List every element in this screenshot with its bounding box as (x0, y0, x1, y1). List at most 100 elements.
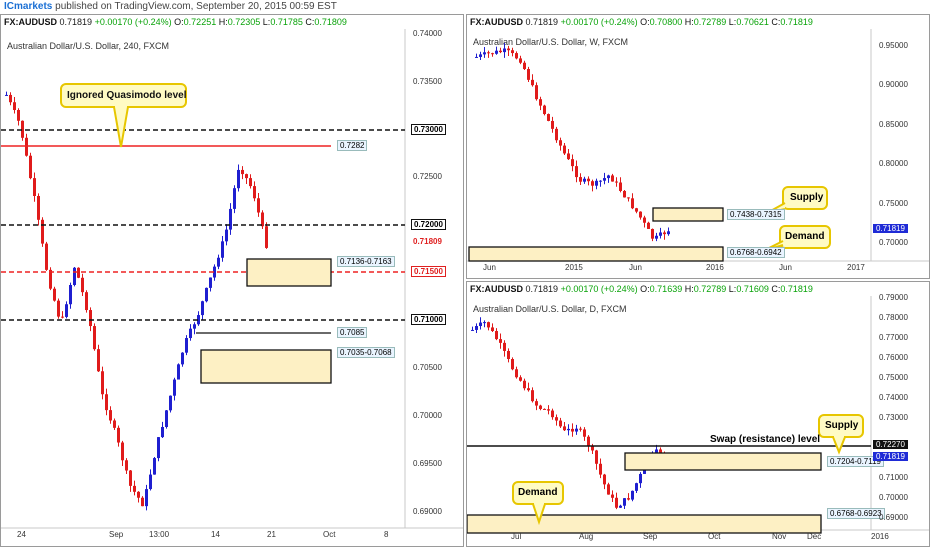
candle-body (201, 301, 204, 316)
price-tag-current: 0.71809 (411, 237, 444, 246)
supply-zone-label: 0.7204-0.7119 (827, 456, 885, 467)
candle-body (141, 497, 144, 507)
price-tag-07300: 0.73000 (411, 124, 446, 135)
candle-body (475, 56, 478, 58)
chart-subtitle: Australian Dollar/U.S. Dollar, 240, FXCM (7, 41, 170, 51)
candle-body (599, 180, 602, 182)
candle-body (189, 328, 192, 339)
candle-body (81, 277, 84, 293)
candle-body (519, 58, 522, 63)
price-tag-07100: 0.71000 (411, 314, 446, 325)
candle-body (165, 410, 168, 427)
candle-body (185, 338, 188, 353)
candle-body (145, 489, 148, 507)
daily-x-axis[interactable]: Jul Aug Sep Oct Nov Dec 2016 (511, 532, 889, 541)
candle-body (503, 342, 506, 351)
chart-panel-h4[interactable]: FX:AUDUSD 0.71819 +0.00170 (+0.24%) O:0.… (0, 14, 464, 547)
candle-body (483, 322, 486, 324)
candle-body (265, 226, 268, 248)
candle-body (13, 102, 16, 111)
demand-zone-label: 0.6768-0.6923 (827, 508, 885, 519)
candle-body (177, 364, 180, 380)
candle-body (511, 359, 514, 370)
price-tag-current: 0.71819 (873, 224, 908, 233)
h4-zone-upper (246, 258, 332, 287)
candle-body (161, 426, 164, 438)
candle-body (635, 208, 638, 212)
candle-body (639, 211, 642, 218)
candle-body (559, 420, 562, 427)
price-tag-current: 0.71819 (873, 452, 908, 461)
candle-body (603, 474, 606, 485)
candle-body (527, 388, 530, 391)
price-tag-swap: 0.72270 (873, 440, 908, 449)
candle-body (249, 178, 252, 187)
candle-body (157, 437, 160, 459)
candle-body (29, 155, 32, 179)
candle-body (607, 175, 610, 179)
h4-x-axis[interactable]: 24 Sep 13:00 14 21 Oct 8 (17, 530, 389, 539)
h4-candles (5, 91, 268, 511)
candle-body (559, 140, 562, 146)
candle-body (643, 217, 646, 223)
supply-zone-label: 0.7438-0.7315 (727, 209, 785, 220)
candle-body (575, 428, 578, 432)
candle-body (523, 62, 526, 70)
candle-body (551, 410, 554, 418)
weekly-x-axis[interactable]: Jun 2015 Jun 2016 Jun 2017 (483, 263, 865, 272)
candle-body (209, 277, 212, 288)
candle-body (229, 208, 232, 230)
candle-body (651, 228, 654, 239)
chart-panel-daily[interactable]: FX:AUDUSD 0.71819 +0.00170 (+0.24%) O:0.… (466, 281, 930, 547)
candle-body (241, 169, 244, 175)
candle-body (503, 48, 506, 53)
candle-body (193, 324, 196, 329)
candle-body (217, 257, 220, 267)
candle-body (591, 445, 594, 451)
chart-subtitle: Australian Dollar/U.S. Dollar, D, FXCM (473, 304, 627, 314)
h4-y-axis[interactable]: 0.74000 0.73500 0.72500 0.70500 0.70000 … (407, 15, 463, 528)
candle-body (25, 137, 28, 156)
candle-body (571, 428, 574, 432)
symbol: FX:AUDUSD (4, 17, 57, 27)
zone-label-upper: 0.7136-0.7163 (337, 256, 395, 267)
candle-body (655, 449, 658, 455)
candle-body (507, 350, 510, 360)
candle-body (483, 52, 486, 55)
candle-body (41, 219, 44, 244)
open-value: 0.72251 (183, 17, 217, 27)
candle-body (551, 120, 554, 129)
candle-body (471, 329, 474, 331)
candle-body (153, 458, 156, 475)
candle-body (579, 428, 582, 430)
candle-body (631, 198, 634, 209)
high-value: 0.72305 (227, 17, 261, 27)
candle-body (619, 182, 622, 191)
swap-level-label: Swap (resistance) level (710, 434, 821, 445)
daily-supply-zone (624, 452, 822, 471)
candle-body (611, 494, 614, 498)
supply-callout: Supply (790, 192, 824, 203)
candle-body (85, 292, 88, 311)
supply-callout: Supply (825, 420, 859, 431)
candle-body (5, 94, 8, 96)
daily-y-axis[interactable]: 0.79000 0.78000 0.77000 0.76000 0.75000 … (873, 282, 929, 530)
level-label-7282: 0.7282 (337, 140, 368, 151)
candle-body (49, 269, 52, 289)
candle-body (21, 120, 24, 138)
publish-info: published on TradingView.com, September … (55, 1, 337, 12)
last-price: 0.71819 (59, 17, 93, 27)
weekly-y-axis[interactable]: 0.95000 0.90000 0.85000 0.80000 0.75000 … (873, 15, 929, 261)
candle-body (563, 145, 566, 154)
candle-body (571, 159, 574, 167)
candle-body (635, 483, 638, 491)
chart-panel-weekly[interactable]: FX:AUDUSD 0.71819 +0.00170 (+0.24%) O:0.… (466, 14, 930, 279)
candle-body (45, 243, 48, 270)
candle-body (539, 405, 542, 409)
brand-link[interactable]: ICmarkets (4, 1, 53, 12)
daily-chart-svg (467, 296, 929, 534)
candle-body (599, 463, 602, 475)
candle-body (639, 473, 642, 484)
candle-body (73, 267, 76, 286)
candle-body (93, 326, 96, 350)
